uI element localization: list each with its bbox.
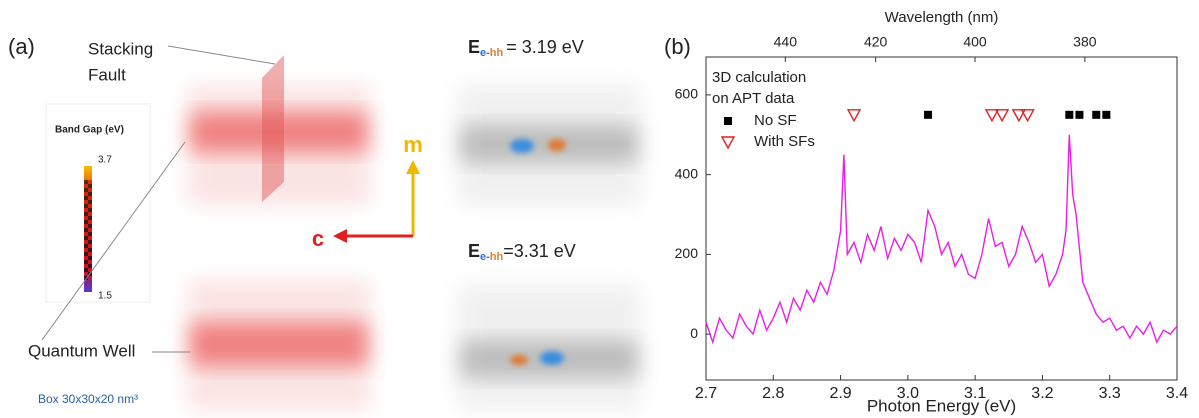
colorbar-title: Band Gap (eV) bbox=[55, 125, 124, 136]
x-tick-label: 3.1 bbox=[964, 385, 986, 402]
marker bbox=[994, 109, 1010, 123]
legend-label: With SFs bbox=[754, 133, 815, 150]
marker bbox=[1011, 109, 1027, 123]
colorbar-label: 3.7 bbox=[98, 155, 112, 166]
value-text: = 3.19 eV bbox=[506, 37, 584, 57]
marker bbox=[720, 136, 736, 150]
x-tick-label: 3.4 bbox=[1166, 385, 1188, 402]
annotation: Quantum Well bbox=[28, 341, 135, 360]
x2-tick-label: 400 bbox=[963, 34, 987, 50]
x-axis-title: Photon Energy (eV) bbox=[867, 396, 1016, 415]
panel-label: (a) bbox=[8, 34, 35, 59]
point-cloud bbox=[188, 280, 370, 410]
x-tick-label: 3.3 bbox=[1099, 385, 1121, 402]
y-tick-label: 200 bbox=[675, 245, 699, 261]
y-tick-label: 600 bbox=[675, 86, 699, 102]
marker bbox=[846, 109, 862, 123]
marker bbox=[984, 109, 1000, 123]
legend-label: No SF bbox=[754, 112, 797, 129]
axis-label: c bbox=[312, 226, 324, 251]
annotation: Fault bbox=[88, 65, 126, 84]
x2-tick-label: 380 bbox=[1073, 34, 1097, 50]
y-tick-label: 400 bbox=[675, 165, 699, 181]
wavefunction-image bbox=[458, 285, 640, 410]
x2-tick-label: 440 bbox=[774, 34, 798, 50]
marker bbox=[1020, 109, 1035, 123]
energy-label: Ee-hh=3.31 eV bbox=[468, 241, 576, 263]
x-tick-label: 3.2 bbox=[1031, 385, 1053, 402]
subscript: hh bbox=[490, 251, 504, 263]
marker bbox=[1065, 110, 1074, 119]
arrow-head bbox=[333, 229, 347, 243]
marker bbox=[924, 110, 933, 119]
legend-title: 3D calculation bbox=[712, 69, 806, 86]
plot-frame bbox=[705, 56, 1178, 381]
subscript: hh bbox=[490, 47, 504, 59]
point-cloud bbox=[188, 55, 370, 205]
subscript: e- bbox=[480, 47, 490, 59]
marker bbox=[1075, 110, 1084, 119]
energy-label: Ee-hh = 3.19 eV bbox=[468, 37, 584, 59]
x-tick-label: 2.9 bbox=[829, 385, 851, 402]
wavefunction-image bbox=[458, 85, 640, 205]
axis-label: m bbox=[403, 132, 423, 157]
panel-a: (a) Stacking Fault Band Gap (eV) 3.7 1.5… bbox=[8, 34, 640, 410]
symbol: E bbox=[468, 241, 480, 261]
subscript: e- bbox=[480, 251, 490, 263]
annotation: Stacking bbox=[88, 39, 153, 58]
colorbar bbox=[84, 180, 92, 280]
x-tick-label: 3.0 bbox=[897, 385, 919, 402]
x-tick-label: 2.8 bbox=[762, 385, 784, 402]
colorbar-label: 1.5 bbox=[98, 291, 112, 302]
x2-axis-title: Wavelength (nm) bbox=[885, 9, 999, 26]
x-tick-label: 2.7 bbox=[695, 385, 717, 402]
annotation: Box 30x30x20 nm³ bbox=[38, 392, 138, 406]
marker bbox=[1102, 110, 1111, 119]
x2-tick-label: 420 bbox=[864, 34, 888, 50]
symbol: E bbox=[468, 37, 480, 57]
legend-title: on APT data bbox=[712, 90, 795, 107]
leader-line bbox=[41, 141, 186, 341]
value-text: =3.31 eV bbox=[503, 241, 576, 261]
colorbar-box bbox=[45, 103, 151, 303]
arrow-head bbox=[406, 160, 420, 174]
marker bbox=[1092, 110, 1101, 119]
leader-line bbox=[167, 45, 276, 65]
panel-label: (b) bbox=[664, 34, 691, 59]
marker bbox=[724, 117, 732, 125]
y-tick-label: 0 bbox=[690, 325, 698, 341]
spectrum-line bbox=[705, 134, 1178, 345]
